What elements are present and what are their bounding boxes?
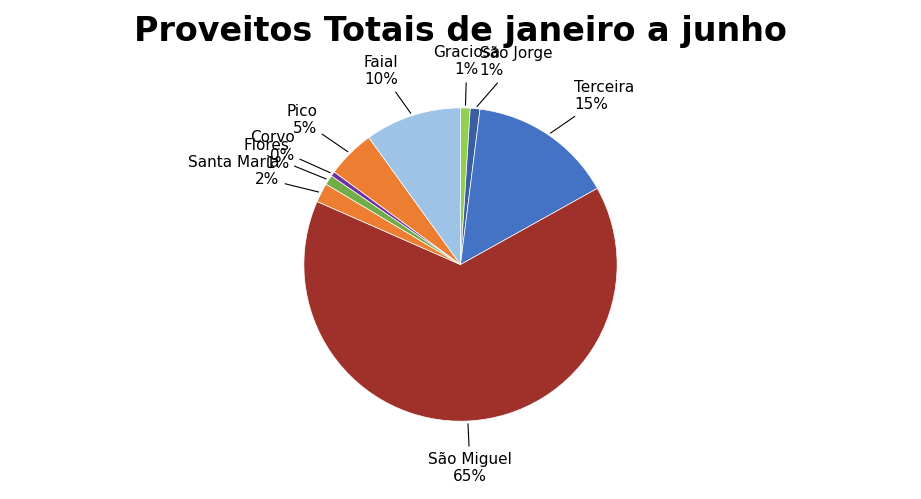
Wedge shape: [460, 109, 598, 264]
Text: Santa Maria
2%: Santa Maria 2%: [188, 155, 319, 192]
Wedge shape: [304, 189, 617, 421]
Wedge shape: [326, 176, 460, 264]
Title: Proveitos Totais de janeiro a junho: Proveitos Totais de janeiro a junho: [134, 15, 787, 48]
Wedge shape: [334, 138, 460, 264]
Wedge shape: [368, 108, 460, 264]
Wedge shape: [460, 108, 471, 264]
Wedge shape: [332, 172, 460, 264]
Text: Terceira
15%: Terceira 15%: [551, 80, 635, 133]
Text: São Miguel
65%: São Miguel 65%: [428, 424, 512, 484]
Text: Flores
1%: Flores 1%: [243, 138, 326, 179]
Wedge shape: [460, 108, 480, 264]
Wedge shape: [317, 184, 460, 264]
Text: Pico
5%: Pico 5%: [286, 104, 348, 152]
Text: Corvo
0%: Corvo 0%: [250, 130, 331, 173]
Text: Graciosa
1%: Graciosa 1%: [433, 45, 500, 105]
Text: Faial
10%: Faial 10%: [363, 54, 411, 113]
Text: São Jorge
1%: São Jorge 1%: [477, 45, 553, 106]
